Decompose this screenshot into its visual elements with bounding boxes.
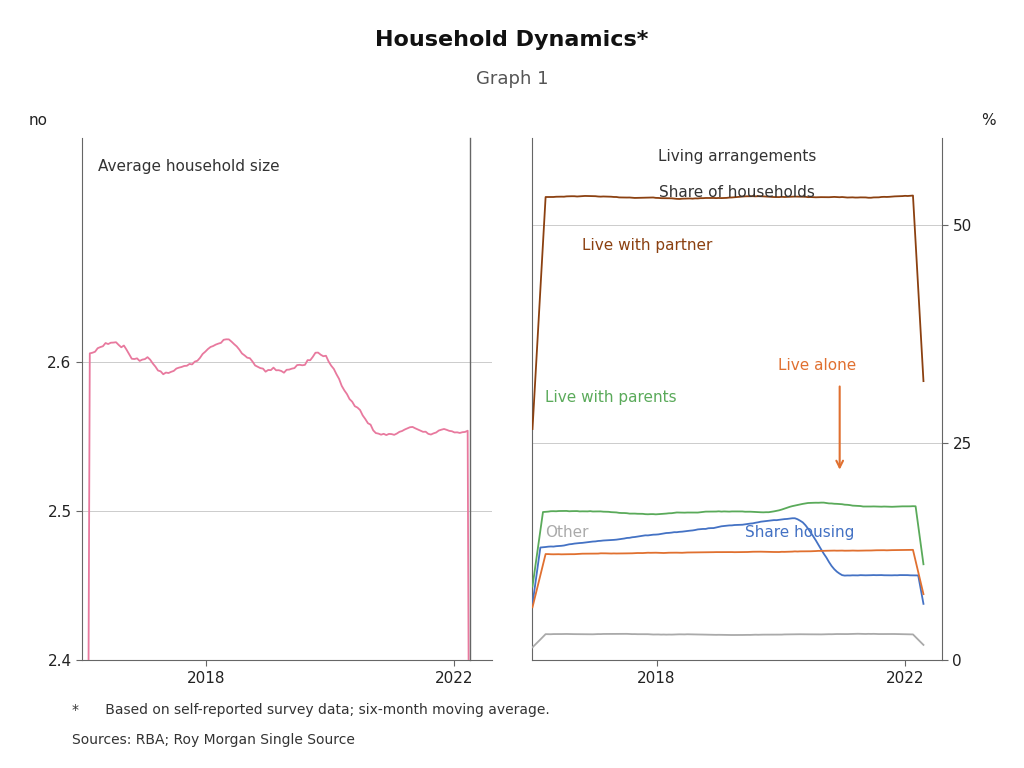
Text: *      Based on self-reported survey data; six-month moving average.: * Based on self-reported survey data; si… <box>72 703 550 717</box>
Text: Sources: RBA; Roy Morgan Single Source: Sources: RBA; Roy Morgan Single Source <box>72 733 354 747</box>
Text: Live with partner: Live with partner <box>582 238 712 253</box>
Text: Other: Other <box>545 525 588 541</box>
Text: Living arrangements: Living arrangements <box>658 149 816 164</box>
Text: Live with parents: Live with parents <box>545 389 677 405</box>
Text: Share of households: Share of households <box>659 185 815 200</box>
Text: %: % <box>981 113 995 127</box>
Text: Share housing: Share housing <box>745 525 855 541</box>
Text: Household Dynamics*: Household Dynamics* <box>376 30 648 50</box>
Text: Average household size: Average household size <box>98 159 280 174</box>
Text: Live alone: Live alone <box>778 358 856 373</box>
Text: no: no <box>29 113 48 127</box>
Text: Graph 1: Graph 1 <box>476 71 548 88</box>
